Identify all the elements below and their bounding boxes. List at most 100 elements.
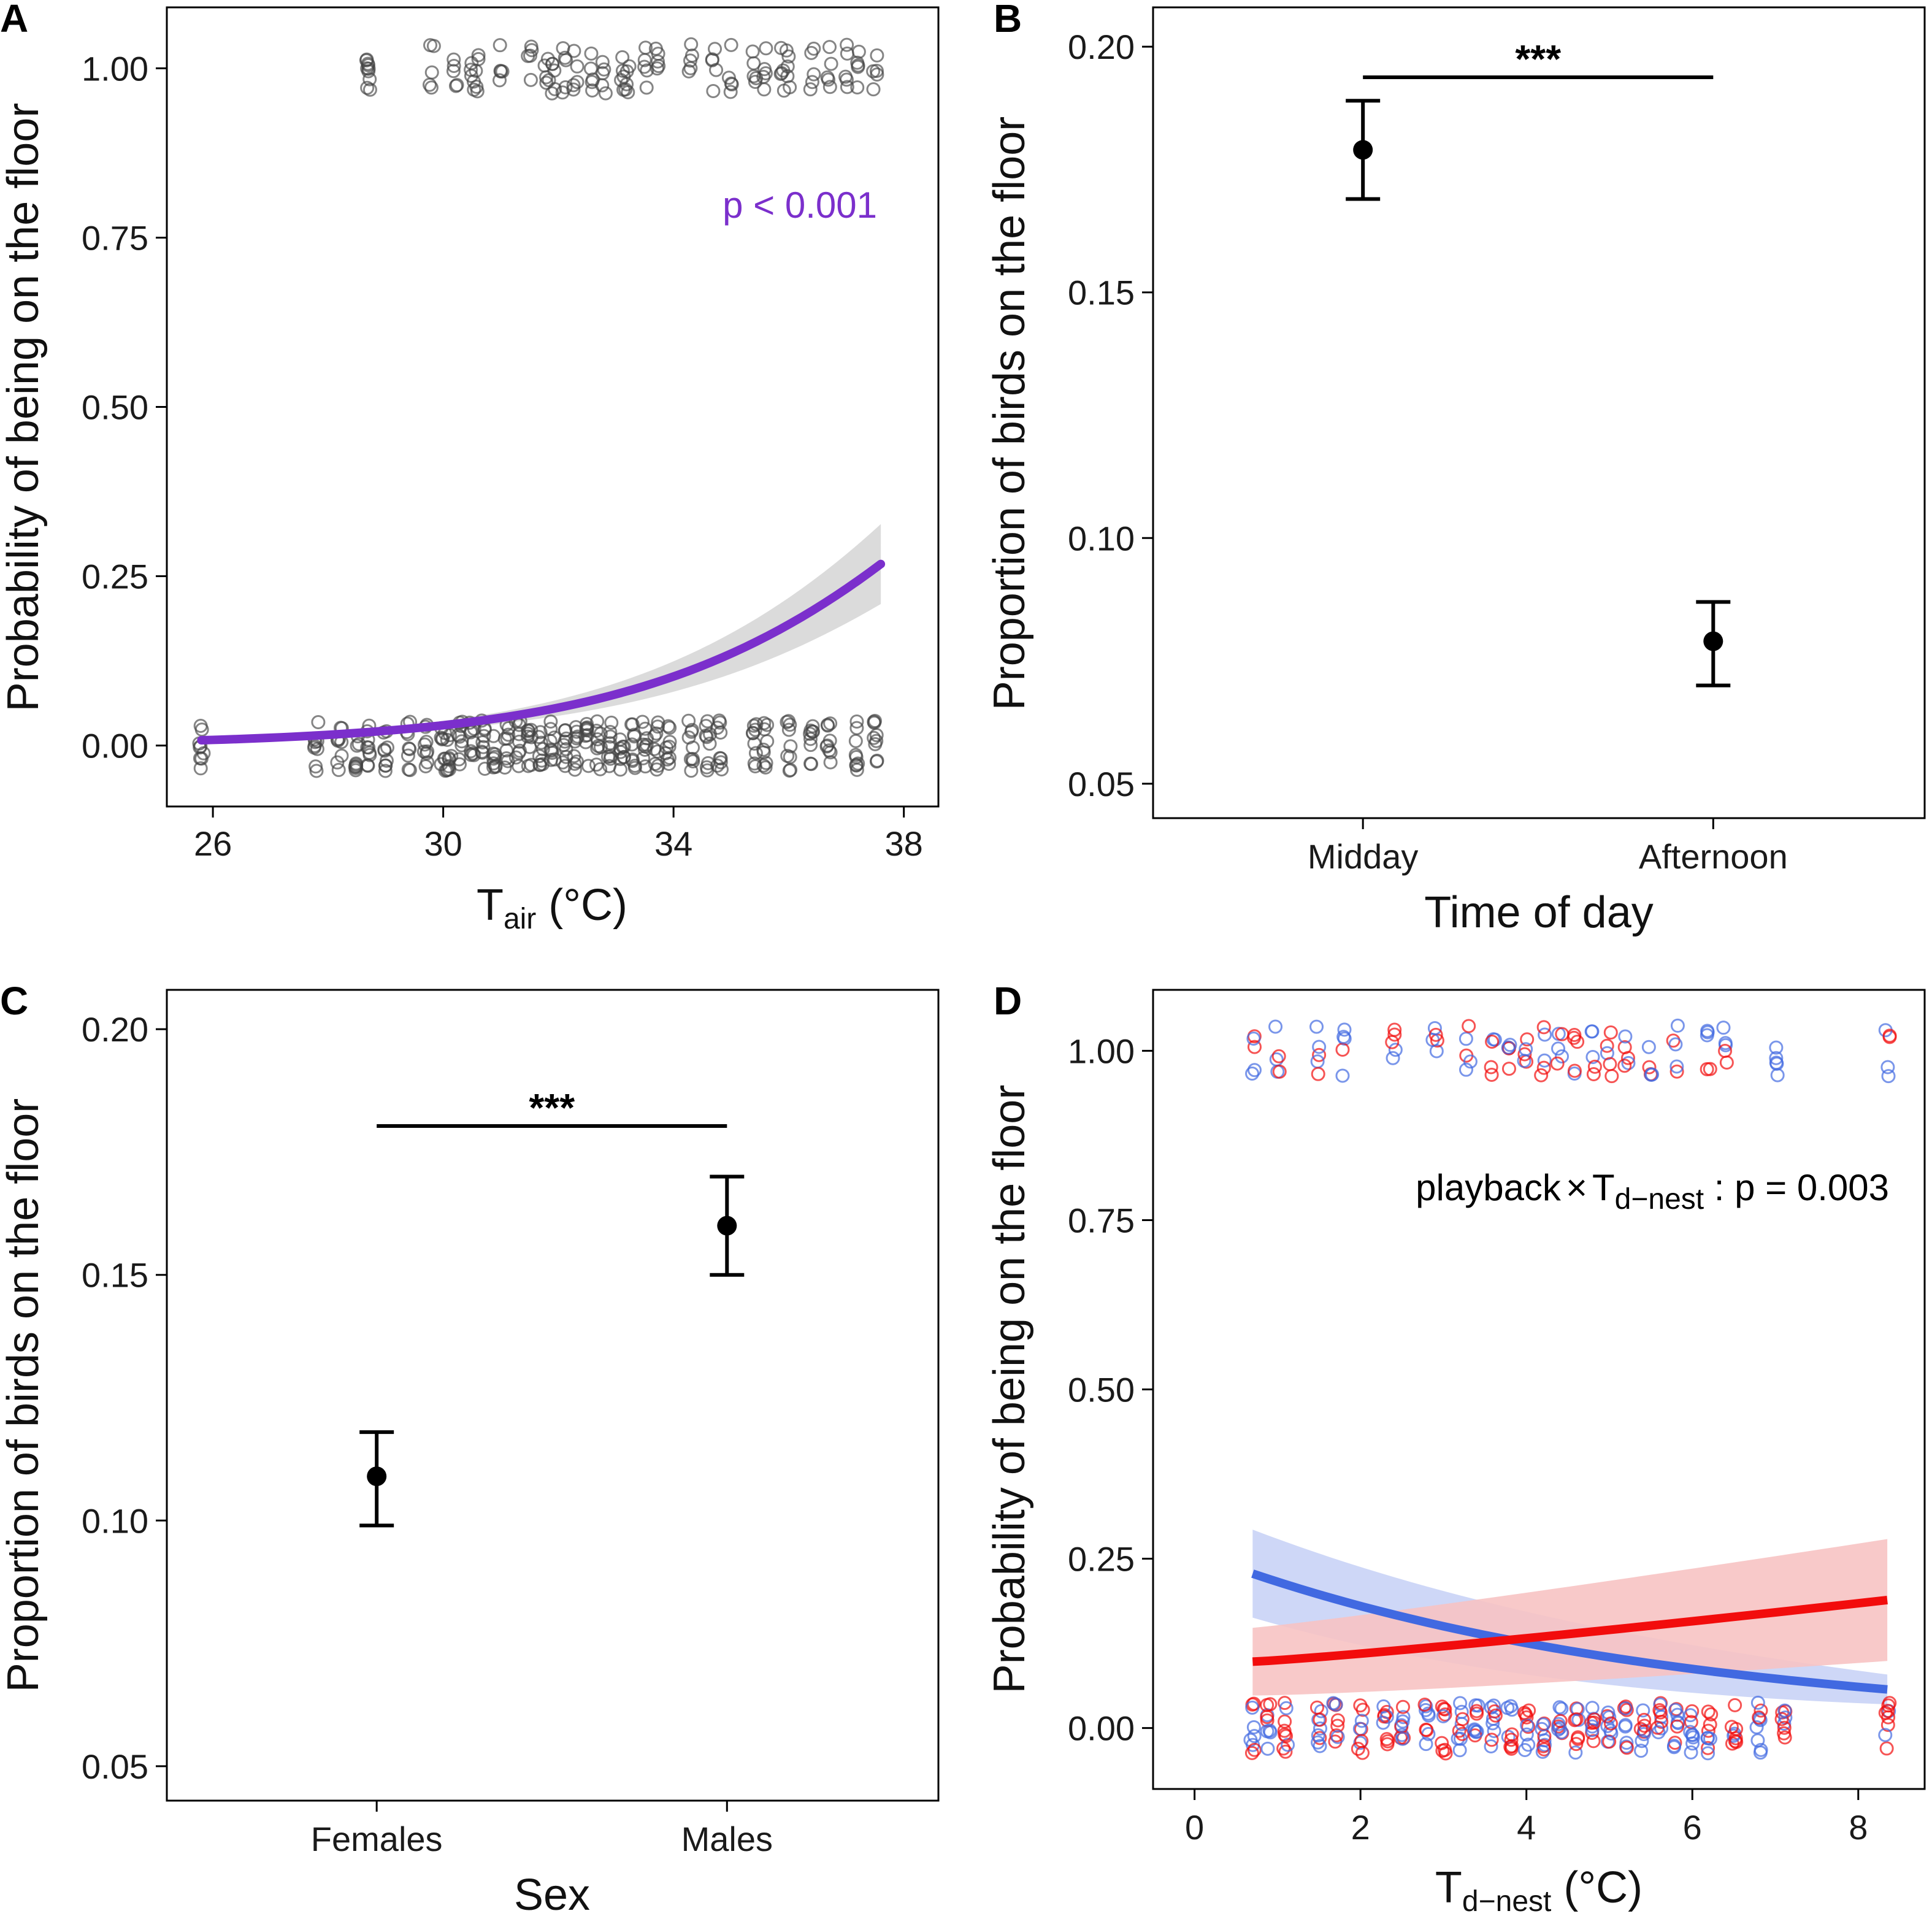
panel-a-point <box>702 737 717 751</box>
panel-a-point <box>566 78 581 93</box>
panel-d-point-red <box>1419 1722 1433 1737</box>
panel-a-point <box>822 80 837 94</box>
panel-d-point-blue <box>1750 1733 1765 1748</box>
panel-d-point-red <box>1417 1697 1432 1712</box>
panel-d-point-red <box>1701 1741 1715 1755</box>
panel-d-point-red <box>1517 1706 1532 1720</box>
panel-label-c: C <box>0 979 28 1023</box>
panel-d-point-red <box>1637 1712 1652 1727</box>
panel-a-x-tick-label: 34 <box>654 824 692 863</box>
panel-d-point-red <box>1501 1062 1516 1076</box>
panel-d-point-red <box>1728 1698 1742 1712</box>
mean-point <box>1353 140 1373 160</box>
panel-a-frame <box>166 6 940 808</box>
panel-d-x-tick-label: 2 <box>1351 1808 1370 1847</box>
panel-c-y-tick-label: 0.05 <box>82 1747 148 1786</box>
panel-d-point-blue <box>1770 1068 1785 1082</box>
panel-d-point-red <box>1719 1055 1734 1070</box>
panel-d-point-blue <box>1354 1714 1369 1728</box>
panel-a-point <box>684 37 699 52</box>
panel-a: A 26 30 34 38 0.00 0.25 0.50 0.75 1.00 p < 0.00… <box>0 0 940 935</box>
panel-a-point <box>417 737 432 752</box>
panel-a-point <box>466 746 480 760</box>
panel-a-y-axis: 0.00 0.25 0.50 0.75 1.00 <box>82 49 167 765</box>
panel-d-point-blue <box>1881 1069 1896 1084</box>
panel-d-point-red <box>1603 1057 1617 1071</box>
panel-c-y-tick-label: 0.20 <box>82 1010 148 1049</box>
panel-a-point <box>724 77 739 92</box>
panel-d-point-red <box>1379 1732 1394 1747</box>
panel-a-point <box>464 56 479 71</box>
panel-a-point <box>850 80 865 95</box>
panel-d-point-blue <box>1585 1723 1600 1737</box>
panel-a-point <box>194 751 209 766</box>
panel-a-point <box>823 716 838 731</box>
panel-a-point <box>309 759 323 774</box>
panel-d-point-blue <box>1636 1703 1650 1718</box>
panel-d-point-blue <box>1312 1040 1327 1054</box>
panel-a-point <box>713 726 728 740</box>
panel-d-point-red <box>1438 1702 1452 1717</box>
panel-d-point-blue <box>1386 1051 1400 1065</box>
panel-d-point-red <box>1701 1704 1715 1719</box>
panel-d-point-blue <box>1337 1022 1352 1037</box>
panel-a-point <box>756 69 771 84</box>
panel-d-point-blue <box>1769 1040 1784 1055</box>
panel-d-point-blue <box>1328 1697 1343 1712</box>
panel-a-point <box>757 716 772 730</box>
panel-a-point <box>869 734 884 748</box>
panel-d-point-red <box>1438 1707 1452 1722</box>
panel-a-point <box>647 729 662 743</box>
panel-d-point-blue <box>1313 1721 1328 1736</box>
panel-a-point <box>745 44 760 59</box>
panel-a-point <box>713 755 728 770</box>
panel-a-point <box>418 759 433 773</box>
panel-d-point-red <box>1567 1063 1582 1078</box>
panel-a-x-axis: 26 30 34 38 <box>194 806 923 863</box>
panel-b-frame <box>1152 6 1926 819</box>
panel-d-point-blue <box>1535 1744 1550 1759</box>
panel-d-point-red <box>1602 1734 1617 1749</box>
panel-a-point <box>493 73 507 88</box>
panel-a-point <box>547 63 562 78</box>
panel-d-point-blue <box>1568 1745 1583 1760</box>
panel-d-point-red <box>1438 1742 1452 1757</box>
panel-d-point-red <box>1777 1730 1792 1745</box>
panel-a-point <box>583 61 598 76</box>
panel-d-point-red <box>1620 1051 1635 1065</box>
panel-a-point <box>840 80 854 94</box>
panel-a-point <box>662 721 677 735</box>
panel-d-point-blue <box>1421 1706 1436 1721</box>
panel-a-fit-curve <box>197 559 886 745</box>
panel-a-point <box>848 748 863 762</box>
panel-d-y-axis: 0.00 0.25 0.50 0.75 1.00 <box>1068 1032 1153 1748</box>
panel-a-annotation: p < 0.001 <box>723 185 877 226</box>
panel-d-point-blue <box>1618 1029 1633 1044</box>
panel-a-point <box>360 80 375 95</box>
panel-d-point-red <box>1570 1035 1585 1049</box>
panel-a-point <box>838 69 853 84</box>
panel-d-point-red <box>1395 1699 1410 1714</box>
panel-a-point <box>822 734 837 748</box>
panel-a-point <box>849 721 864 735</box>
panel-d-point-red <box>1534 1068 1549 1082</box>
panel-a-fit-line <box>197 559 886 745</box>
panel-a-point <box>598 86 613 101</box>
panel-d-point-blue <box>1718 1036 1733 1051</box>
panel-a-point <box>783 739 798 754</box>
panel-d-point-blue <box>1684 1745 1698 1760</box>
significance-label: *** <box>1515 37 1561 81</box>
panel-a-point <box>570 75 585 90</box>
panel-d-point-red <box>1704 1707 1719 1722</box>
panel-a-ci-band <box>201 524 881 743</box>
panel-d-point-red <box>1521 1720 1536 1734</box>
panel-a-point <box>851 756 865 771</box>
panel-d-point-red <box>1247 1742 1262 1757</box>
panel-a-point <box>803 732 818 746</box>
panel-a-point <box>780 59 795 74</box>
panel-a-point <box>822 40 837 55</box>
panel-d-point-red <box>1484 1068 1499 1082</box>
panel-d-point-blue <box>1653 1697 1668 1712</box>
panel-a-point <box>867 730 881 745</box>
panel-a-point <box>662 735 677 749</box>
